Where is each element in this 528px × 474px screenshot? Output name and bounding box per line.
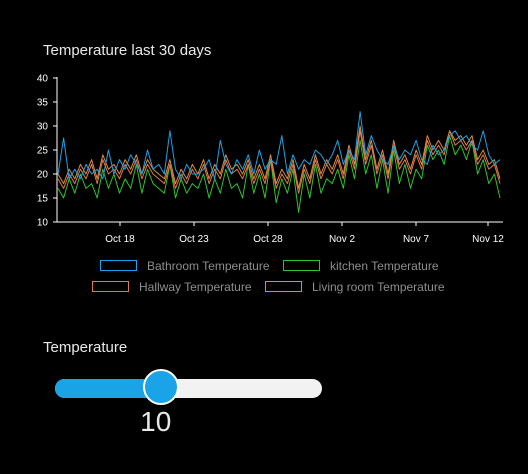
slider-value-label: 10 — [140, 406, 172, 437]
legend-label-living-room: Living room Temperature — [312, 280, 445, 294]
legend-swatch-living-room — [265, 281, 302, 292]
temperature-slider-fill — [55, 379, 161, 398]
x-tick-label: Oct 18 — [105, 234, 135, 245]
temperature-slider-track[interactable] — [55, 379, 322, 398]
y-tick-label: 25 — [37, 146, 49, 157]
x-tick-label: Oct 23 — [179, 234, 209, 245]
y-tick-label: 10 — [37, 218, 49, 229]
legend-label-bathroom: Bathroom Temperature — [147, 259, 270, 273]
series-line-hallway — [57, 130, 501, 194]
y-tick-label: 35 — [37, 98, 49, 109]
chart-title: Temperature last 30 days — [43, 42, 212, 59]
series-line-bathroom — [57, 111, 501, 180]
series-line-kitchen — [57, 135, 501, 213]
temperature-slider-thumb[interactable] — [142, 369, 179, 405]
legend-label-kitchen: kitchen Temperature — [330, 259, 439, 273]
x-tick-label: Nov 7 — [403, 234, 430, 245]
x-tick-label: Nov 12 — [472, 234, 504, 245]
x-tick-label: Nov 2 — [329, 234, 356, 245]
legend-swatch-kitchen — [283, 260, 320, 271]
temperature-line-chart: 10 15 20 25 30 35 40 Oct 18 Oct 23 Oct 28 Nov 2 Nov… — [37, 74, 504, 246]
legend-label-hallway: Hallway Temperature — [139, 280, 252, 294]
x-tick-label: Oct 28 — [253, 234, 283, 245]
y-tick-label: 20 — [37, 170, 49, 181]
legend-swatch-hallway — [92, 281, 129, 292]
slider-title: Temperature — [43, 339, 128, 356]
y-tick-label: 40 — [37, 74, 49, 85]
y-tick-label: 30 — [37, 122, 49, 133]
y-tick-label: 15 — [37, 194, 49, 205]
legend-swatch-bathroom — [100, 260, 137, 271]
series-line-living — [57, 125, 501, 189]
